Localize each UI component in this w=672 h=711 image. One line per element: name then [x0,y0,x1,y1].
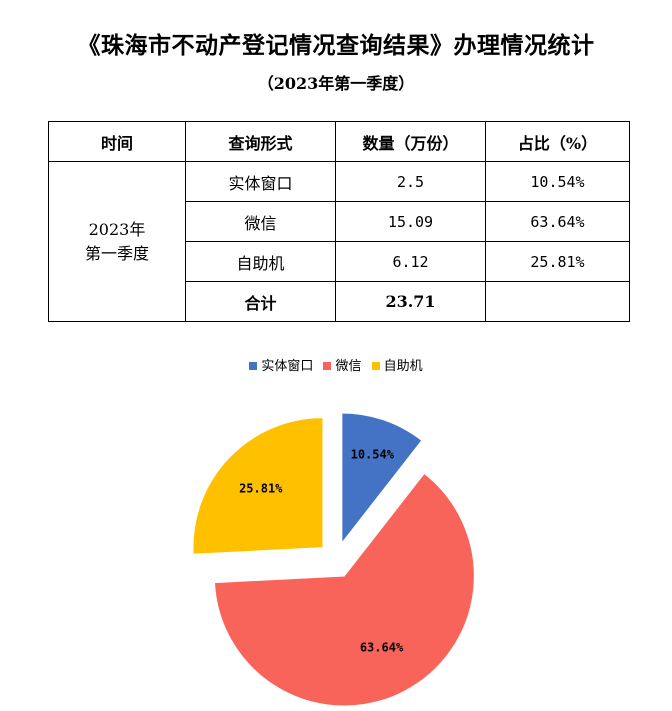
header-count: 数量（万份） [335,121,486,162]
table-header-row: 时间 查询形式 数量（万份） 占比（%） [48,121,630,162]
stats-table: 时间 查询形式 数量（万份） 占比（%） 2023年 第一季度 实体窗口 2.5… [48,121,630,322]
row-count: 2.5 [335,161,486,202]
legend-item-wechat: 微信 [323,355,362,374]
table-row: 自助机 6.12 25.81% [49,241,630,282]
legend-label-kiosk: 自助机 [383,359,423,374]
data-label-wechat: 63.64% [360,640,404,654]
total-count: 23.71 [335,281,486,322]
row-form: 自助机 [185,241,336,282]
header-time: 时间 [48,121,186,162]
legend-item-window: 实体窗口 [249,355,313,374]
pie-slice-kiosk [192,417,324,555]
period-quarter: 第一季度 [84,243,149,263]
chart-legend: 实体窗口 微信 自助机 [0,355,672,374]
pie-chart: 10.54% 63.64% 25.81% [192,412,475,707]
row-share: 25.81% [485,241,630,282]
row-count: 15.09 [335,201,486,242]
row-form: 微信 [185,201,336,242]
header-query-form: 查询形式 [185,121,336,162]
legend-swatch-window [249,362,258,370]
legend-swatch-kiosk [371,362,380,370]
total-share [485,281,630,322]
data-label-kiosk: 25.81% [239,481,283,495]
row-share: 63.64% [485,201,630,242]
legend-label-wechat: 微信 [335,359,362,374]
page-title: 《珠海市不动产登记情况查询结果》办理情况统计 [77,32,595,59]
page-subtitle: （2023年第一季度） [257,74,415,93]
data-label-window: 10.54% [351,447,395,461]
period-year: 2023年 [88,219,146,239]
legend-label-window: 实体窗口 [261,359,314,374]
period-cell: 2023年 第一季度 [48,161,186,322]
row-count: 6.12 [335,241,486,282]
legend-swatch-wechat [323,362,332,370]
pie-slice-wechat [213,472,475,707]
table-row: 2023年 第一季度 实体窗口 2.5 10.54% [48,161,630,322]
total-label: 合计 [185,281,336,322]
pie-slice-window [341,412,423,545]
header-share: 占比（%） [485,121,630,162]
table-row: 微信 15.09 63.64% [49,201,630,242]
row-share: 10.54% [485,161,630,202]
legend-item-kiosk: 自助机 [371,355,423,374]
total-row: 合计 23.71 [49,281,630,322]
row-form: 实体窗口 [185,161,336,202]
